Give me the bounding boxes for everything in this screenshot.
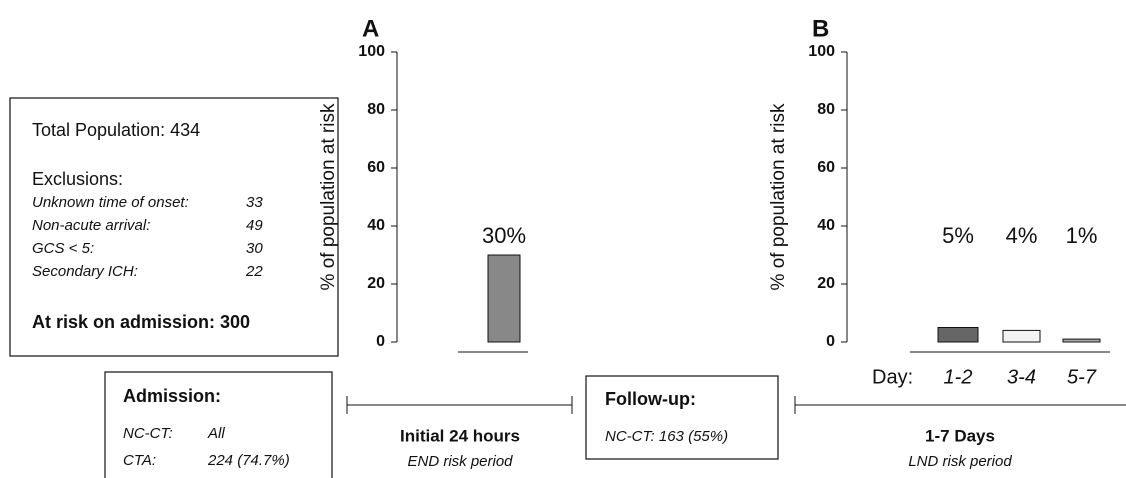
y-tick-label: 40 <box>367 217 385 234</box>
admission-value: All <box>207 425 225 442</box>
admission-value: 224 (74.7%) <box>207 452 290 469</box>
period-subtitle: LND risk period <box>908 453 1012 470</box>
population-box <box>9 97 339 357</box>
y-tick-label: 80 <box>367 101 385 118</box>
exclusions-heading: Exclusions: <box>32 169 123 189</box>
y-axis-label: % of population at risk <box>318 103 339 290</box>
period-title: 1-7 Days <box>925 426 995 445</box>
follow-up-box <box>585 375 779 460</box>
y-tick-label: 100 <box>808 43 835 60</box>
bar <box>1002 329 1041 343</box>
admission-title: Admission: <box>123 386 221 406</box>
y-tick-label: 20 <box>817 275 835 292</box>
exclusion-count: 49 <box>246 217 263 234</box>
panel-title: A <box>362 15 379 42</box>
y-tick-label: 100 <box>358 43 385 60</box>
y-tick-label: 60 <box>817 159 835 176</box>
x-tick-label: 3-4 <box>1007 366 1036 388</box>
population-title: Total Population: 434 <box>32 120 200 140</box>
panel-title: B <box>812 15 829 42</box>
bar <box>487 254 521 343</box>
value-label: 1% <box>1066 223 1098 248</box>
y-tick-label: 80 <box>817 101 835 118</box>
value-label: 4% <box>1006 223 1038 248</box>
admission-box <box>104 371 333 478</box>
value-label: 5% <box>942 223 974 248</box>
x-tick-label: 1-2 <box>944 366 973 388</box>
y-tick-label: 0 <box>826 333 835 350</box>
y-tick-label: 40 <box>817 217 835 234</box>
exclusion-label: Non-acute arrival: <box>32 217 150 234</box>
follow-up-title: Follow-up: <box>605 389 696 409</box>
exclusions: Unknown time of onset: 33 Non-acute arriva… <box>32 194 263 280</box>
exclusion-label: Secondary ICH: <box>32 263 138 280</box>
y-axis-label: % of population at risk <box>768 103 789 290</box>
bar <box>1062 338 1101 343</box>
admission-label: NC-CT: <box>123 425 173 442</box>
exclusion-count: 22 <box>245 263 263 280</box>
period-subtitle: END risk period <box>407 453 513 470</box>
exclusion-label: GCS < 5: <box>32 240 94 257</box>
period-title: Initial 24 hours <box>400 426 520 445</box>
exclusion-count: 30 <box>246 240 263 257</box>
exclusion-label: Unknown time of onset: <box>32 194 189 211</box>
value-label: 30% <box>482 223 526 248</box>
y-tick-label: 0 <box>376 333 385 350</box>
at-risk: At risk on admission: 300 <box>32 312 250 332</box>
x-axis-label: Day: <box>872 366 913 388</box>
exclusion-count: 33 <box>246 194 263 211</box>
x-tick-label: 5-7 <box>1067 366 1097 388</box>
follow-up-text: NC-CT: 163 (55%) <box>605 428 728 445</box>
bar <box>937 327 979 343</box>
admission-label: CTA: <box>123 452 156 469</box>
y-tick-label: 20 <box>367 275 385 292</box>
y-tick-label: 60 <box>367 159 385 176</box>
